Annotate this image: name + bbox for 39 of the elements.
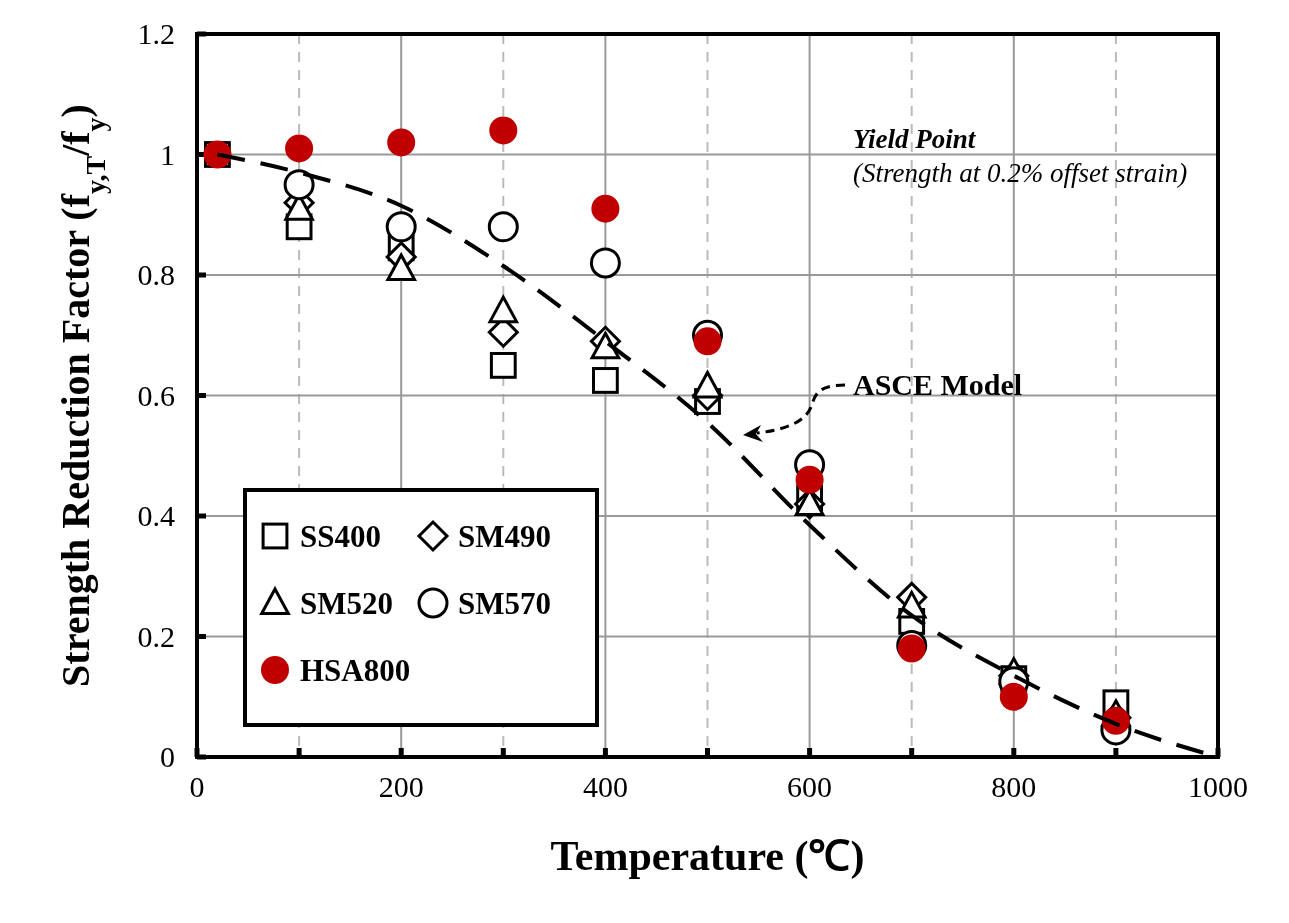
point bbox=[487, 211, 519, 243]
y-tick-label: 0.4 bbox=[137, 499, 175, 532]
x-tick-label: 800 bbox=[991, 770, 1037, 803]
y-tick-label: 1 bbox=[160, 137, 175, 171]
point bbox=[795, 465, 824, 494]
point bbox=[489, 351, 517, 379]
point bbox=[285, 134, 314, 163]
point bbox=[386, 253, 416, 281]
point bbox=[589, 247, 621, 279]
y-tick-label: 1.2 bbox=[137, 17, 175, 50]
x-tick-label: 200 bbox=[378, 770, 424, 803]
annotation: (Strength at 0.2% offset strain) bbox=[853, 158, 1188, 188]
x-axis-title: Temperature (℃) bbox=[550, 833, 865, 880]
annotation: ASCE Model bbox=[853, 368, 1023, 401]
point bbox=[590, 331, 621, 360]
annotation: Yield Point bbox=[853, 124, 977, 154]
legend-label: SM490 bbox=[458, 519, 551, 554]
point bbox=[591, 194, 620, 223]
point bbox=[592, 367, 619, 394]
x-tick-label: 400 bbox=[582, 770, 628, 803]
y-tick-label: 0.6 bbox=[137, 378, 175, 412]
point bbox=[283, 169, 315, 201]
point bbox=[385, 211, 417, 243]
y-tick-label: 0.2 bbox=[137, 619, 175, 653]
y-tick-label: 0 bbox=[160, 740, 175, 773]
point bbox=[488, 295, 519, 324]
point bbox=[693, 327, 722, 356]
x-tick-label: 0 bbox=[189, 770, 205, 803]
point bbox=[692, 370, 723, 399]
x-tick-label: 1000 bbox=[1188, 770, 1248, 803]
x-tick-label: 600 bbox=[787, 770, 833, 803]
legend-label: SS400 bbox=[300, 519, 381, 554]
legend-label: HSA800 bbox=[300, 653, 411, 688]
point bbox=[489, 116, 518, 145]
legend-label: SM520 bbox=[300, 586, 393, 621]
y-tick-label: 0.8 bbox=[137, 258, 175, 291]
legend-label: SM570 bbox=[458, 586, 551, 621]
point bbox=[387, 128, 416, 157]
point bbox=[999, 682, 1028, 711]
